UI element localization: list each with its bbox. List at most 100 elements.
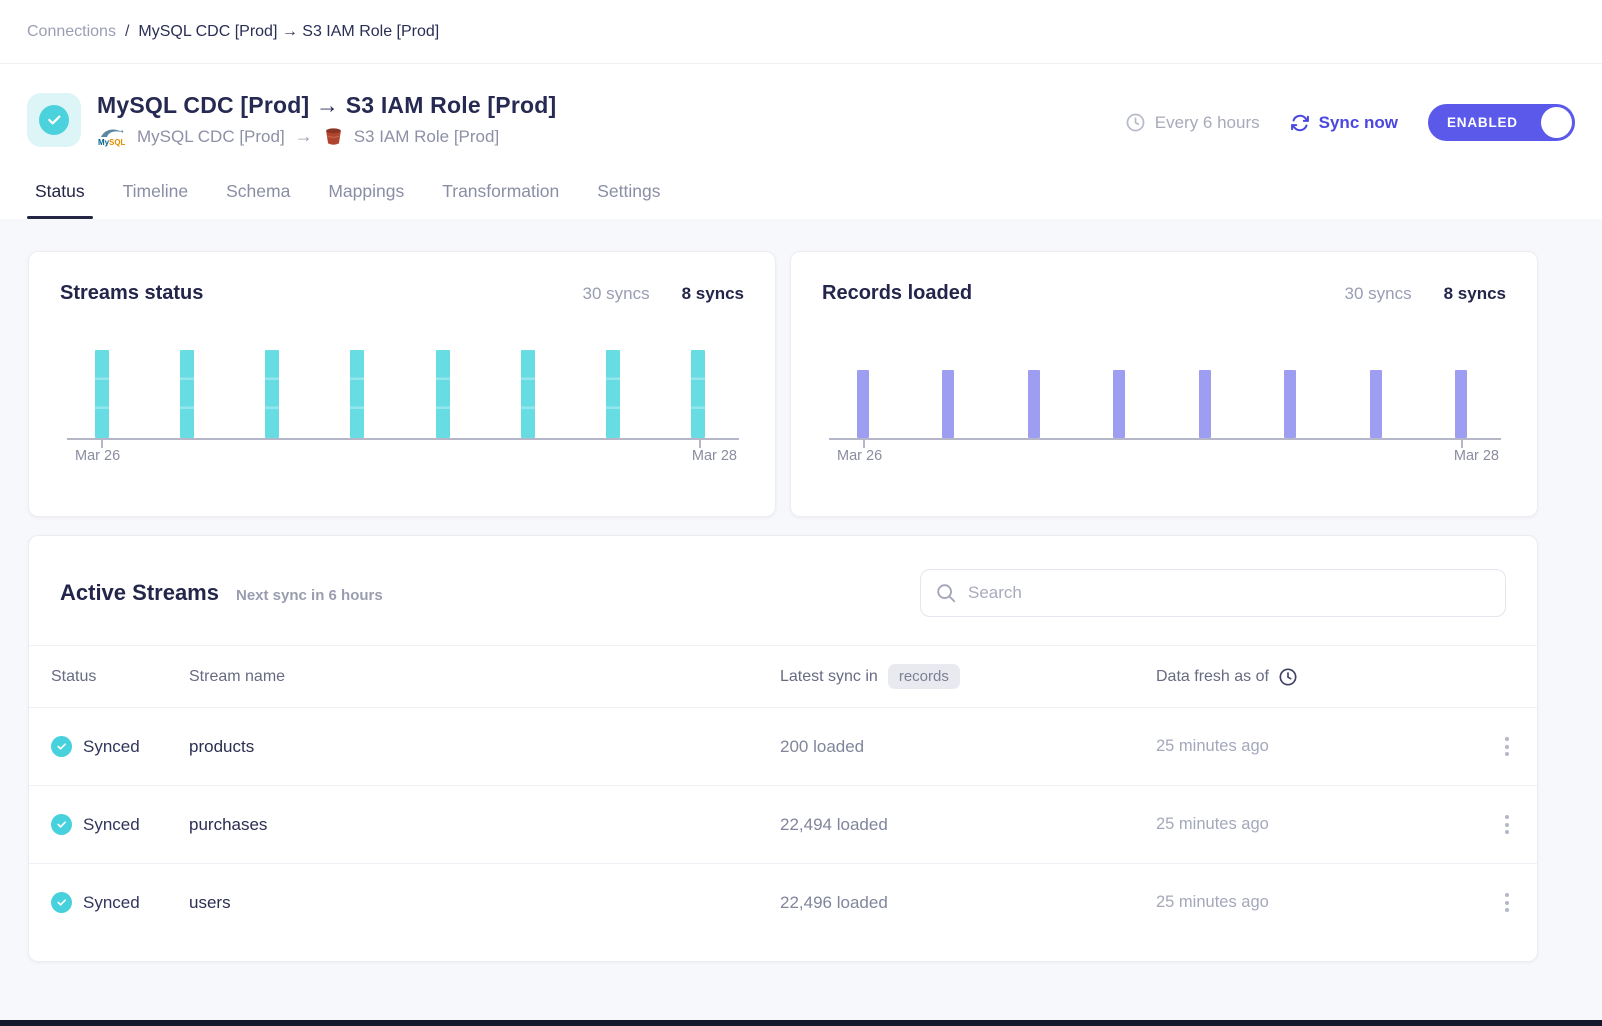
search-input[interactable]	[920, 569, 1506, 617]
streams-axis-tick-left	[101, 439, 103, 448]
sync-bar[interactable]	[265, 350, 280, 438]
next-sync-label: Next sync in 6 hours	[235, 587, 383, 604]
svg-text:SQL: SQL	[109, 138, 126, 147]
bottom-bar	[0, 1020, 1602, 1026]
active-streams-card: Active Streams Next sync in 6 hours Stat…	[28, 535, 1538, 962]
toggle-knob	[1541, 107, 1572, 138]
svg-text:My: My	[98, 138, 110, 147]
sync-bar[interactable]	[690, 350, 705, 438]
streams-status-card: Streams status 30 syncs 8 syncs Mar 26 M…	[28, 251, 776, 517]
records-loaded-card: Records loaded 30 syncs 8 syncs Mar 26 M…	[790, 251, 1538, 517]
tab-mappings[interactable]: Mappings	[328, 181, 405, 201]
freshness-clock-icon	[1279, 668, 1297, 685]
streams-x-axis	[67, 438, 739, 440]
data-freshness-value: 25 minutes ago	[1156, 737, 1269, 755]
data-freshness-value: 25 minutes ago	[1156, 893, 1269, 911]
records-sync-range-toggle: 30 syncs 8 syncs	[1345, 284, 1506, 304]
streams-status-bar-chart[interactable]	[95, 350, 705, 438]
streams-status-title: Streams status	[60, 282, 204, 304]
data-freshness-value: 25 minutes ago	[1156, 815, 1269, 833]
destination-name: S3 IAM Role [Prod]	[353, 126, 500, 146]
breadcrumb-connections-link[interactable]: Connections	[27, 22, 116, 40]
sync-bar[interactable]	[857, 370, 869, 438]
records-loaded-bar-chart[interactable]	[857, 370, 1467, 438]
schedule-label: Every 6 hours	[1154, 112, 1260, 132]
records-x-axis	[829, 438, 1501, 440]
source-name: MySQL CDC [Prod]	[137, 126, 285, 146]
row-menu-button[interactable]	[1499, 885, 1515, 920]
stream-name: purchases	[189, 814, 268, 834]
connection-header: MySQL CDC [Prod] → S3 IAM Role [Prod] My…	[0, 64, 1602, 219]
sync-now-label: Sync now	[1318, 112, 1398, 132]
records-loaded-title: Records loaded	[822, 282, 973, 304]
row-status-label: Synced	[83, 814, 140, 834]
synced-check-icon	[51, 892, 72, 913]
enabled-toggle[interactable]: ENABLED	[1428, 104, 1575, 141]
search-icon	[937, 584, 956, 603]
col-stream-name: Stream name	[189, 667, 286, 685]
sync-bar[interactable]	[605, 350, 620, 438]
sync-bar[interactable]	[95, 350, 109, 438]
records-8-syncs-option[interactable]: 8 syncs	[1443, 284, 1506, 303]
tab-transformation[interactable]: Transformation	[442, 181, 560, 201]
stream-search	[920, 569, 1506, 617]
col-data-fresh: Data fresh as of	[1156, 667, 1269, 685]
streams-sync-range-toggle: 30 syncs 8 syncs	[583, 284, 744, 304]
sync-bar[interactable]	[1027, 370, 1040, 438]
check-circle-icon	[39, 104, 69, 135]
records-axis-tick-right	[1461, 439, 1463, 448]
page-title: MySQL CDC [Prod] → S3 IAM Role [Prod]	[97, 92, 557, 118]
breadcrumb-current: MySQL CDC [Prod] → S3 IAM Role [Prod]	[138, 22, 440, 40]
arrow-icon: →	[294, 126, 313, 146]
streams-8-syncs-option[interactable]: 8 syncs	[681, 284, 744, 303]
synced-check-icon	[51, 814, 72, 835]
breadcrumb: Connections / MySQL CDC [Prod] → S3 IAM …	[0, 0, 1602, 64]
sync-bar[interactable]	[942, 370, 955, 438]
sync-bar[interactable]	[1113, 370, 1126, 438]
breadcrumb-separator: /	[124, 22, 130, 40]
streams-xlabel-end: Mar 28	[691, 448, 737, 464]
tab-status[interactable]: Status	[27, 181, 93, 219]
row-status-label: Synced	[83, 892, 140, 912]
records-loaded-value: 22,496 loaded	[780, 892, 888, 912]
tab-bar: Status Timeline Schema Mappings Transfor…	[27, 181, 1575, 219]
streams-axis-tick-right	[699, 439, 701, 448]
records-unit-badge[interactable]: records	[887, 664, 960, 689]
sync-bar[interactable]	[1198, 370, 1211, 438]
table-row-users[interactable]: Synced users 22,496 loaded 25 minutes ag…	[29, 863, 1537, 941]
stream-name: users	[189, 892, 231, 912]
row-menu-button[interactable]	[1499, 729, 1515, 764]
records-loaded-value: 22,494 loaded	[780, 814, 888, 834]
records-30-syncs-option[interactable]: 30 syncs	[1344, 284, 1412, 303]
refresh-icon	[1290, 114, 1309, 131]
sync-bar[interactable]	[435, 350, 450, 438]
streams-xlabel-start: Mar 26	[75, 448, 121, 464]
sync-bar[interactable]	[1454, 370, 1467, 438]
tab-timeline[interactable]: Timeline	[122, 181, 189, 201]
main-content: Streams status 30 syncs 8 syncs Mar 26 M…	[0, 219, 1602, 962]
col-latest-sync: Latest sync in	[780, 667, 878, 685]
sync-bar[interactable]	[180, 350, 195, 438]
sync-schedule: Every 6 hours	[1125, 112, 1260, 133]
sync-bar[interactable]	[1284, 370, 1297, 438]
sync-bar[interactable]	[1369, 370, 1382, 438]
tab-settings[interactable]: Settings	[597, 181, 661, 201]
synced-check-icon	[51, 736, 72, 757]
records-axis-tick-left	[863, 439, 865, 448]
s3-bucket-icon	[325, 128, 341, 145]
connection-subtitle: My SQL MySQL CDC [Prod] → S3 IAM Role [P…	[97, 126, 556, 147]
tab-schema[interactable]: Schema	[226, 181, 291, 201]
table-row-purchases[interactable]: Synced purchases 22,494 loaded 25 minute…	[29, 785, 1537, 863]
active-streams-title: Active Streams	[60, 580, 219, 605]
stream-name: products	[189, 736, 255, 756]
streams-30-syncs-option[interactable]: 30 syncs	[582, 284, 650, 303]
table-row-products[interactable]: Synced products 200 loaded 25 minutes ag…	[29, 707, 1537, 785]
records-loaded-value: 200 loaded	[780, 736, 865, 756]
sync-bar[interactable]	[350, 350, 365, 438]
enabled-toggle-label: ENABLED	[1447, 115, 1518, 130]
sync-bar[interactable]	[520, 350, 535, 438]
sync-now-button[interactable]: Sync now	[1290, 113, 1398, 133]
mysql-logo-icon: My SQL	[98, 129, 126, 147]
row-menu-button[interactable]	[1499, 807, 1515, 842]
